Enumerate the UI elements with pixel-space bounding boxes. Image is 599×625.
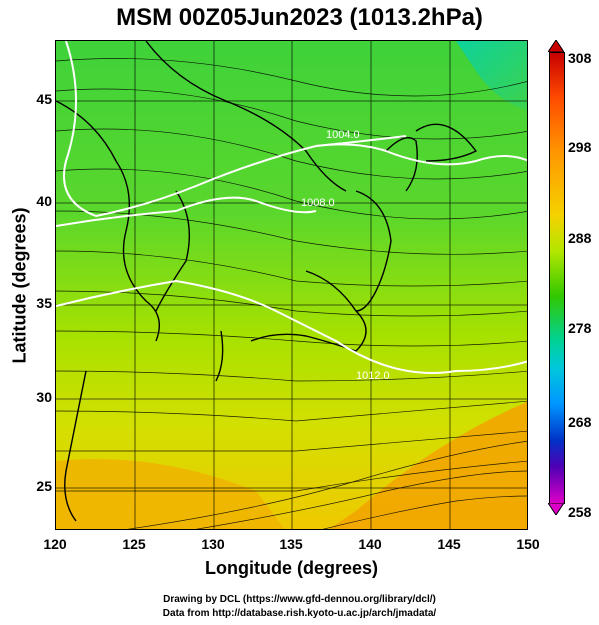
credit-drawing: Drawing by DCL (https://www.gfd-dennou.o… (163, 594, 436, 605)
y-tick-25: 25 (36, 478, 52, 494)
x-tick-135: 135 (279, 536, 303, 552)
colorbar-tick-308: 308 (568, 50, 592, 66)
colorbar (549, 52, 565, 504)
y-tick-30: 30 (36, 389, 52, 405)
x-tick-140: 140 (358, 536, 382, 552)
y-tick-35: 35 (36, 295, 52, 311)
colorbar-top-arrow (548, 40, 564, 52)
x-tick-150: 150 (516, 536, 540, 552)
x-tick-125: 125 (122, 536, 146, 552)
x-axis-label: Longitude (degrees) (204, 558, 378, 578)
colorbar-tick-258: 258 (568, 504, 592, 520)
map-title: MSM 00Z05Jun2023 (1013.2hPa) (116, 4, 483, 31)
colorbar-tick-268: 268 (568, 414, 592, 430)
warm-region-southeast (329, 401, 527, 529)
y-tick-40: 40 (36, 193, 52, 209)
isobar-label-1004: 1004.0 (326, 129, 360, 141)
map-field: 1004.0 1008.0 1012.0 (56, 41, 527, 529)
streamlines (56, 58, 527, 529)
y-tick-45: 45 (36, 91, 52, 107)
y-axis-label: Latitude (degrees) (9, 207, 30, 364)
x-tick-130: 130 (201, 536, 225, 552)
credit-data: Data from http://database.rish.kyoto-u.a… (162, 608, 437, 619)
isobar-label-1008: 1008.0 (301, 197, 335, 209)
map-panel: 1004.0 1008.0 1012.0 (55, 40, 528, 530)
grid-lines (56, 41, 527, 529)
colorbar-bottom-arrow (548, 503, 564, 515)
isobars (56, 41, 527, 374)
isobar-label-1012: 1012.0 (356, 370, 390, 382)
cool-region (456, 41, 527, 111)
colorbar-tick-288: 288 (568, 230, 592, 246)
colorbar-tick-298: 298 (568, 139, 592, 155)
x-tick-145: 145 (437, 536, 461, 552)
colorbar-tick-278: 278 (568, 320, 592, 336)
warm-region-southwest (56, 459, 285, 529)
x-tick-120: 120 (43, 536, 67, 552)
